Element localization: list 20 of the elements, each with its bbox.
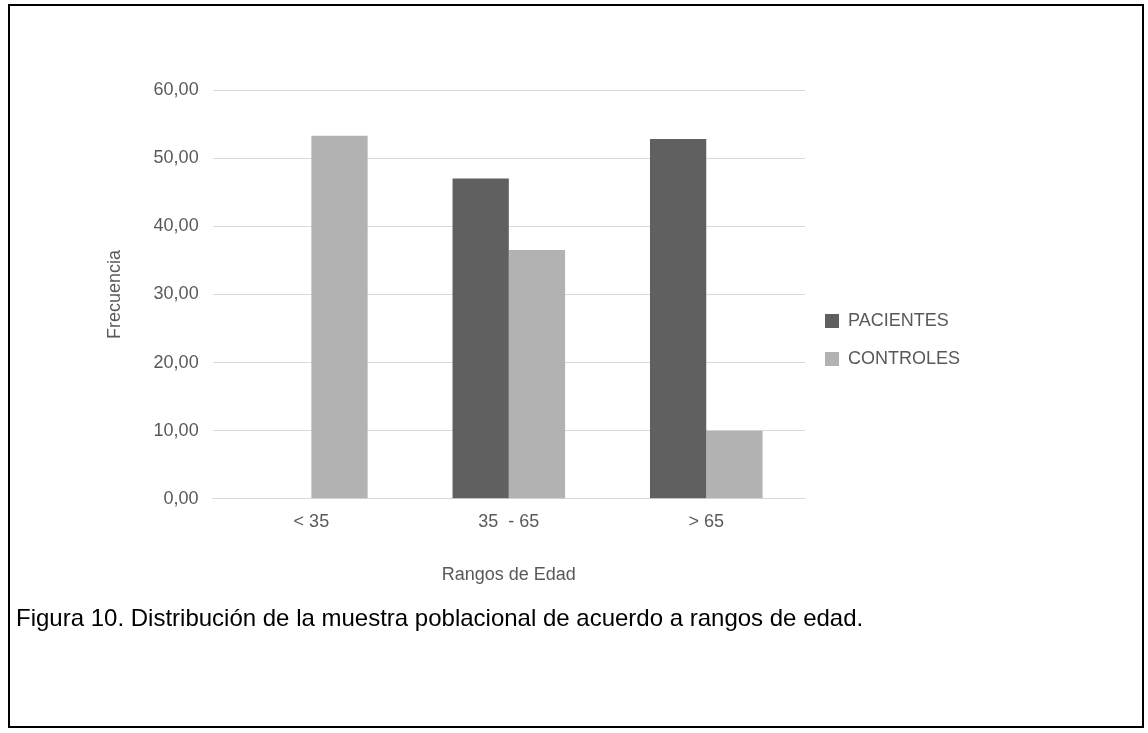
bar (706, 430, 763, 499)
y-tick-label: 50,00 (153, 147, 199, 168)
y-tick-label: 10,00 (153, 419, 199, 440)
y-tick-label: 20,00 (153, 351, 199, 372)
bar (311, 135, 368, 499)
y-tick-label: 30,00 (153, 283, 199, 304)
y-axis-title: Frecuencia (103, 248, 124, 339)
legend-label: CONTROLES (847, 347, 961, 368)
bar (452, 178, 509, 499)
x-tick-label: < 35 (293, 510, 330, 531)
x-tick-label: > 65 (688, 510, 725, 531)
bar (508, 250, 566, 499)
legend-label: PACIENTES (847, 309, 949, 330)
y-tick-label: 60,00 (153, 78, 199, 99)
text: Figura 10. Distribución de la muestra poblacional de acuerdo a rangos de edad. (16, 603, 865, 633)
x-axis-title: Rangos de Edad (441, 564, 576, 585)
y-tick-label: 0,00 (163, 487, 199, 508)
y-tick-label: 40,00 (153, 215, 199, 236)
bar (649, 139, 707, 499)
x-tick-label: 35 - 65 (478, 510, 540, 531)
